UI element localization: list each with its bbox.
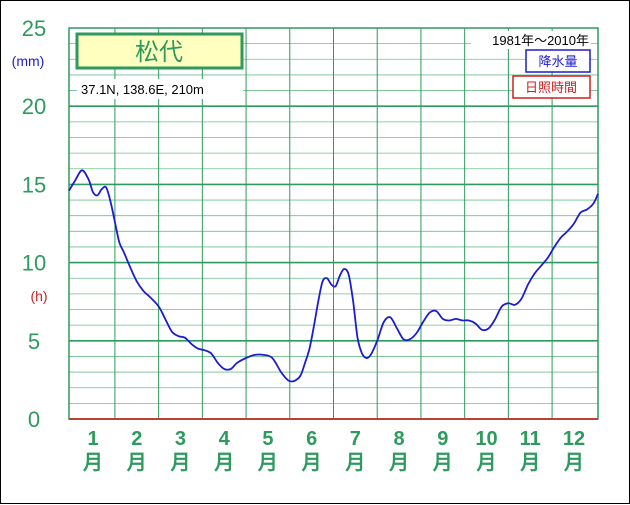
x-tick-month-unit: 月 bbox=[301, 452, 322, 474]
x-tick-month-number: 5 bbox=[262, 428, 273, 450]
y-unit-h: (h) bbox=[30, 288, 47, 304]
legend-sun-box bbox=[512, 75, 591, 99]
x-tick-month-unit: 月 bbox=[169, 452, 190, 474]
legend-sun-label: 日照時間 bbox=[525, 81, 577, 96]
x-tick-month-number: 12 bbox=[563, 428, 585, 450]
period-label: 1981年～2010年 bbox=[492, 33, 589, 48]
x-tick-month-number: 6 bbox=[306, 428, 317, 450]
y-tick-label: 5 bbox=[28, 329, 40, 354]
x-tick-month-unit: 月 bbox=[213, 452, 234, 474]
y-tick-label: 10 bbox=[22, 251, 46, 276]
station-coordinates: 37.1N, 138.6E, 210m bbox=[81, 82, 204, 97]
x-tick-month-number: 3 bbox=[175, 428, 186, 450]
legend-rain-box bbox=[525, 49, 591, 73]
x-tick-month-unit: 月 bbox=[519, 452, 540, 474]
x-tick-month-unit: 月 bbox=[344, 452, 365, 474]
y-tick-label: 20 bbox=[22, 94, 46, 119]
x-tick-month-number: 2 bbox=[131, 428, 142, 450]
x-tick-month-number: 8 bbox=[394, 428, 405, 450]
title-box bbox=[75, 32, 244, 70]
x-tick-month-unit: 月 bbox=[126, 452, 147, 474]
x-tick-month-unit: 月 bbox=[257, 452, 278, 474]
x-tick-month-unit: 月 bbox=[563, 452, 584, 474]
legend-rain-label: 降水量 bbox=[538, 55, 577, 70]
x-tick-month-unit: 月 bbox=[82, 452, 103, 474]
y-tick-label: 15 bbox=[22, 172, 46, 197]
series-line-rainfall bbox=[68, 169, 599, 383]
chart-title: 松代 bbox=[135, 39, 183, 66]
y-tick-labels: 0 5 10 15 20 25 bbox=[22, 16, 46, 432]
x-tick-month-unit: 月 bbox=[432, 452, 453, 474]
x-tick-month-number: 1 bbox=[87, 428, 98, 450]
x-tick-month-number: 9 bbox=[437, 428, 448, 450]
x-tick-month-unit: 月 bbox=[388, 452, 409, 474]
period-bg bbox=[471, 31, 591, 49]
y-tick-label: 25 bbox=[22, 16, 46, 41]
x-tick-month-number: 7 bbox=[350, 428, 361, 450]
series-group bbox=[68, 169, 599, 383]
x-tick-month-number: 4 bbox=[219, 428, 231, 450]
x-tick-month-number: 10 bbox=[475, 428, 497, 450]
x-tick-month-number: 11 bbox=[520, 428, 541, 450]
y-tick-label: 0 bbox=[28, 407, 40, 432]
x-tick-month-unit: 月 bbox=[476, 452, 497, 474]
y-unit-mm: (mm) bbox=[12, 53, 45, 69]
subtitle-bg bbox=[77, 79, 243, 99]
